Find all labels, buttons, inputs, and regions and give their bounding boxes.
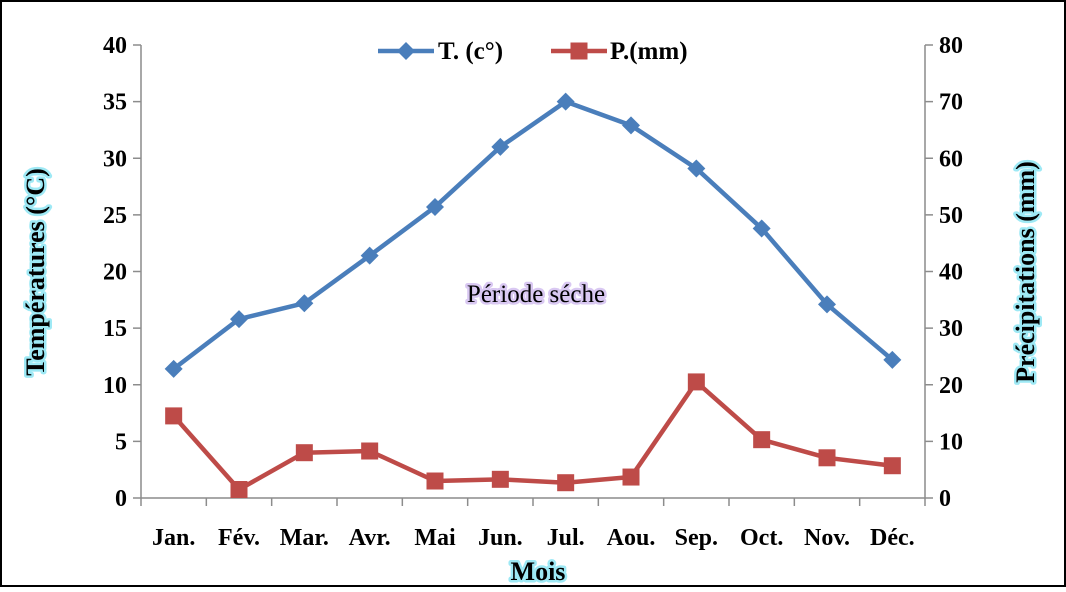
x-tick-label: Avr. [349,525,391,551]
right-tick-label: 50 [939,203,963,229]
x-tick-label: Jan. [152,525,195,551]
left-tick-label: 40 [103,33,127,59]
precipitation-point [230,481,248,499]
left-tick-label: 15 [103,316,127,342]
precipitation-point [295,444,313,462]
left-tick-label: 20 [103,260,127,286]
precipitation-point [753,431,771,449]
precipitation-point [818,449,836,467]
left-tick-label: 35 [103,90,127,116]
series-layer [164,92,902,499]
right-axis-title: Précipitations (mm) [1011,161,1040,383]
right-tick-label: 80 [939,33,963,59]
left-axis-title: Températures (°C) [21,168,50,376]
precipitation-point [557,474,575,492]
legend: T. (c°) P.(mm) [378,38,688,65]
x-tick-label: Jul. [547,525,585,551]
left-tick-label: 10 [103,373,127,399]
left-tick-label: 30 [103,146,127,172]
right-tick-label: 40 [939,260,963,286]
right-tick-label: 20 [939,373,963,399]
dry-period-annotation: Période séche [467,281,605,308]
temperature-point [164,359,183,378]
temperature-point [491,137,510,156]
x-tick-label: Fév. [218,525,260,551]
temperature-point [360,246,379,265]
precipitation-point [426,472,444,490]
right-axis-ticks: 0 10 20 30 40 50 60 70 80 [925,33,963,512]
temperature-point [752,219,771,238]
precipitation-point [165,407,183,425]
left-axis-ticks: 0 5 10 15 20 25 30 35 40 [103,33,141,512]
temperature-point [426,197,444,216]
legend-precipitation-marker [570,42,588,60]
x-tick-label: Oct. [740,525,783,551]
x-tick-label: Aou. [607,525,656,551]
right-tick-label: 70 [939,90,963,116]
temperature-point [622,116,640,135]
right-tick-label: 0 [939,486,951,512]
temperature-point [556,92,575,111]
precipitation-point [687,373,705,391]
right-tick-label: 10 [939,429,963,455]
x-tick-label: Jun. [478,525,523,551]
temperature-line [172,99,894,371]
x-tick-label: Déc. [870,525,915,551]
legend-temperature-marker [397,42,415,60]
temperature-point [883,350,902,369]
right-tick-label: 30 [939,316,963,342]
left-tick-label: 5 [115,429,127,455]
temperature-point [230,310,248,329]
x-tick-label: Nov. [804,525,850,551]
temperature-point [818,295,836,314]
right-tick-label: 60 [939,146,963,172]
x-axis-title: Mois [511,557,566,586]
precipitation-line [171,379,893,492]
x-tick-label: Mar. [280,525,329,551]
temperature-point [687,159,706,178]
precipitation-point [883,457,901,475]
x-tick-label: Sep. [675,525,718,551]
temperature-point [295,294,314,313]
precipitation-point [361,442,379,460]
x-tick-label: Mai [414,525,456,551]
legend-precipitation-label: P.(mm) [610,38,688,65]
left-tick-label: 0 [115,486,127,512]
precipitation-point [491,470,509,488]
x-axis-ticks: Jan. Fév. Mar. Avr. Mai Jun. Jul. Aou. Sep. Oct. N… [140,498,926,551]
precipitation-point [622,468,640,486]
legend-temperature-label: T. (c°) [438,38,503,65]
left-tick-label: 25 [103,203,127,229]
